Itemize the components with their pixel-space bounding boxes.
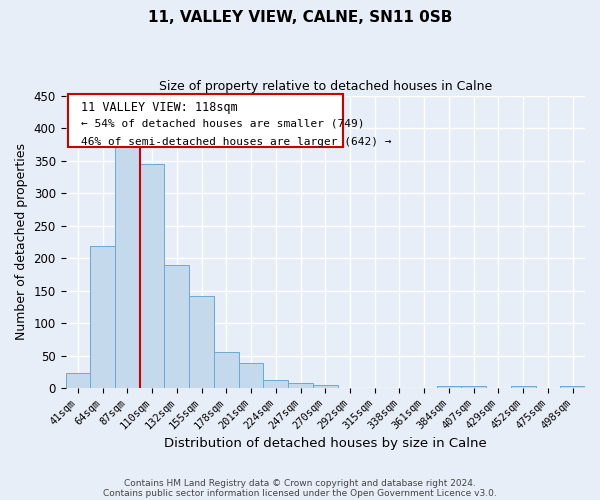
Bar — [164, 264, 189, 388]
X-axis label: Distribution of detached houses by size in Calne: Distribution of detached houses by size … — [164, 437, 487, 450]
Bar — [140, 164, 164, 388]
Bar — [90, 246, 115, 388]
Bar — [511, 386, 536, 388]
Bar — [65, 372, 90, 388]
Bar — [189, 296, 214, 388]
Title: Size of property relative to detached houses in Calne: Size of property relative to detached ho… — [158, 80, 492, 93]
Bar — [263, 380, 288, 388]
Bar — [239, 363, 263, 388]
Text: 46% of semi-detached houses are larger (642) →: 46% of semi-detached houses are larger (… — [81, 136, 392, 146]
FancyBboxPatch shape — [68, 94, 343, 147]
Text: Contains HM Land Registry data © Crown copyright and database right 2024.: Contains HM Land Registry data © Crown c… — [124, 478, 476, 488]
Bar — [288, 383, 313, 388]
Bar — [115, 144, 140, 388]
Text: Contains public sector information licensed under the Open Government Licence v3: Contains public sector information licen… — [103, 488, 497, 498]
Bar — [560, 386, 585, 388]
Text: 11 VALLEY VIEW: 118sqm: 11 VALLEY VIEW: 118sqm — [81, 102, 238, 114]
Bar — [461, 386, 486, 388]
Text: 11, VALLEY VIEW, CALNE, SN11 0SB: 11, VALLEY VIEW, CALNE, SN11 0SB — [148, 10, 452, 25]
Bar — [313, 385, 338, 388]
Y-axis label: Number of detached properties: Number of detached properties — [15, 144, 28, 340]
Bar — [437, 386, 461, 388]
Text: ← 54% of detached houses are smaller (749): ← 54% of detached houses are smaller (74… — [81, 119, 365, 129]
Bar — [214, 352, 239, 388]
